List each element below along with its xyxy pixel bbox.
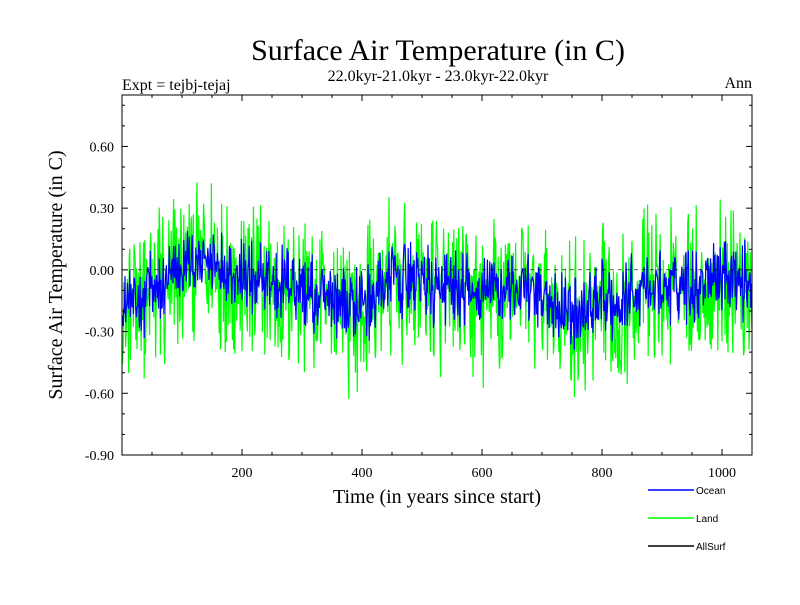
chart-title: Surface Air Temperature (in C) [251, 34, 625, 67]
legend-label-ocean: Ocean [696, 486, 725, 497]
y-tick-label: 0.00 [90, 264, 115, 279]
x-axis-label: Time (in years since start) [333, 486, 541, 508]
x-tick-label: 1000 [708, 466, 736, 481]
y-tick-label: -0.90 [85, 449, 114, 464]
x-tick-label: 800 [592, 466, 613, 481]
x-tick-label: 400 [352, 466, 373, 481]
plot-frame [121, 94, 753, 456]
chart-subtitle: 22.0kyr-21.0kyr - 23.0kyr-22.0kyr [328, 68, 549, 85]
x-tick-label: 200 [232, 466, 253, 481]
y-tick-label: 0.60 [90, 140, 115, 155]
experiment-label: Expt = tejbj-tejaj [122, 77, 231, 94]
legend-label-land: Land [696, 514, 718, 525]
y-tick-label: 0.30 [90, 202, 115, 217]
y-tick-label: -0.60 [85, 387, 114, 402]
y-axis-label: Surface Air Temperature (in C) [45, 150, 67, 399]
series-line-land [122, 182, 753, 399]
y-axis: -0.90 -0.60 -0.30 0.00 0.30 0.60 [85, 104, 752, 464]
x-axis: 200 400 600 800 1000 [151, 95, 736, 481]
season-label: Ann [724, 75, 752, 92]
plot-series [122, 182, 753, 399]
legend: Ocean Land AllSurf [648, 486, 726, 553]
series-line-ocean [122, 231, 753, 350]
x-tick-label: 600 [472, 466, 493, 481]
y-tick-label: -0.30 [85, 326, 114, 341]
legend-label-allsurf: AllSurf [696, 542, 726, 553]
